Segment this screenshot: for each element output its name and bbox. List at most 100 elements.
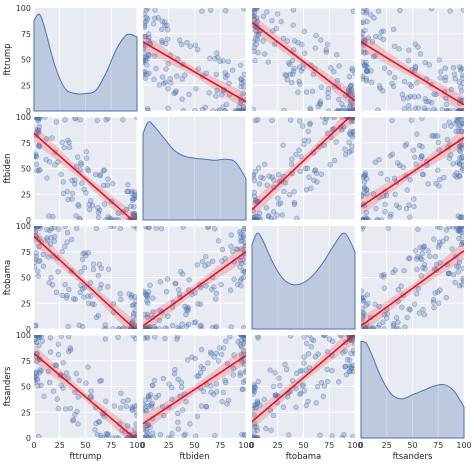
data-point [47,349,54,355]
data-point [212,55,218,62]
data-point [431,236,437,242]
data-point [397,162,403,169]
data-point [456,108,462,111]
y-axis-label-ftobama: ftobama [3,260,13,295]
data-point [62,226,68,229]
data-point [35,268,41,274]
data-point [35,382,41,389]
data-point [310,337,317,344]
data-point [130,195,136,202]
data-point [178,379,185,386]
data-point [365,35,372,41]
data-point [290,71,296,77]
data-point [406,47,412,53]
data-point [45,368,52,375]
data-point [288,335,294,339]
x-tick-label: 50 [298,441,308,450]
data-point [165,313,171,320]
data-point [202,253,209,260]
data-point [95,272,102,279]
data-point [174,73,180,79]
data-point [203,70,209,76]
points-ftobama-vs-fttrump [34,226,137,329]
data-point [66,144,73,151]
data-point [47,335,54,341]
data-point [238,83,244,90]
x-tick-label: 0 [249,441,254,450]
data-point [233,246,239,252]
data-point [326,336,333,342]
data-point [73,226,80,231]
data-point [129,190,135,197]
data-point [272,370,278,376]
data-point [73,370,79,377]
data-point [378,170,384,177]
data-point [184,39,190,46]
data-point [47,241,54,247]
data-point [96,419,103,425]
data-point [315,103,322,109]
regression-line [143,41,246,103]
data-point [48,235,54,241]
data-point [225,58,231,65]
data-point [312,45,318,51]
data-point [380,28,387,35]
data-point [172,366,178,373]
data-point [254,427,260,434]
data-point [301,137,307,143]
data-point [235,246,241,252]
data-point [317,432,323,438]
data-point [105,284,111,290]
data-point [411,203,417,210]
data-point [446,119,452,125]
points-ftbiden-vs-ftobama [252,117,355,220]
data-point [321,383,328,389]
y-tick-label: 0 [26,434,31,443]
x-tick-label: 25 [164,441,174,450]
data-point [34,358,40,364]
data-point [81,294,87,300]
y-tick-label: 50 [21,274,31,283]
data-point [437,75,443,81]
data-point [145,421,151,428]
y-tick-label: 0 [26,216,31,225]
data-point [198,363,204,370]
data-point [389,117,395,124]
data-point [184,357,191,363]
data-point [158,226,165,232]
data-point [59,292,65,299]
data-point [452,75,459,82]
data-point [165,85,171,92]
data-point [146,52,152,59]
data-point [213,71,220,78]
data-point [220,345,227,351]
data-point [103,117,109,123]
data-point [459,167,464,173]
data-point [284,38,291,44]
data-point [226,80,232,87]
data-point [144,311,151,318]
data-point [242,259,246,266]
data-point [325,378,331,385]
data-point [151,76,157,82]
data-point [443,295,450,301]
data-point [92,427,98,433]
data-point [75,421,81,427]
data-point [350,8,355,14]
x-axis-label-ftobama: ftobama [286,452,321,462]
data-point [390,322,397,328]
data-point [192,42,199,48]
data-point [284,394,291,400]
confidence-band [34,227,137,329]
data-point [252,189,257,196]
data-point [435,244,442,250]
data-point [242,226,246,232]
data-point [146,396,152,402]
data-point [82,250,88,256]
data-point [260,13,267,20]
data-point [199,8,205,14]
data-point [262,51,268,57]
data-point [342,364,348,370]
data-point [402,143,408,149]
data-point [269,117,275,124]
